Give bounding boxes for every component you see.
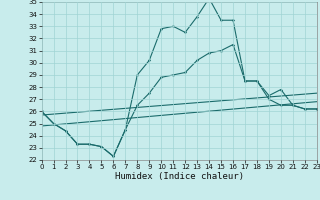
X-axis label: Humidex (Indice chaleur): Humidex (Indice chaleur) [115,172,244,181]
